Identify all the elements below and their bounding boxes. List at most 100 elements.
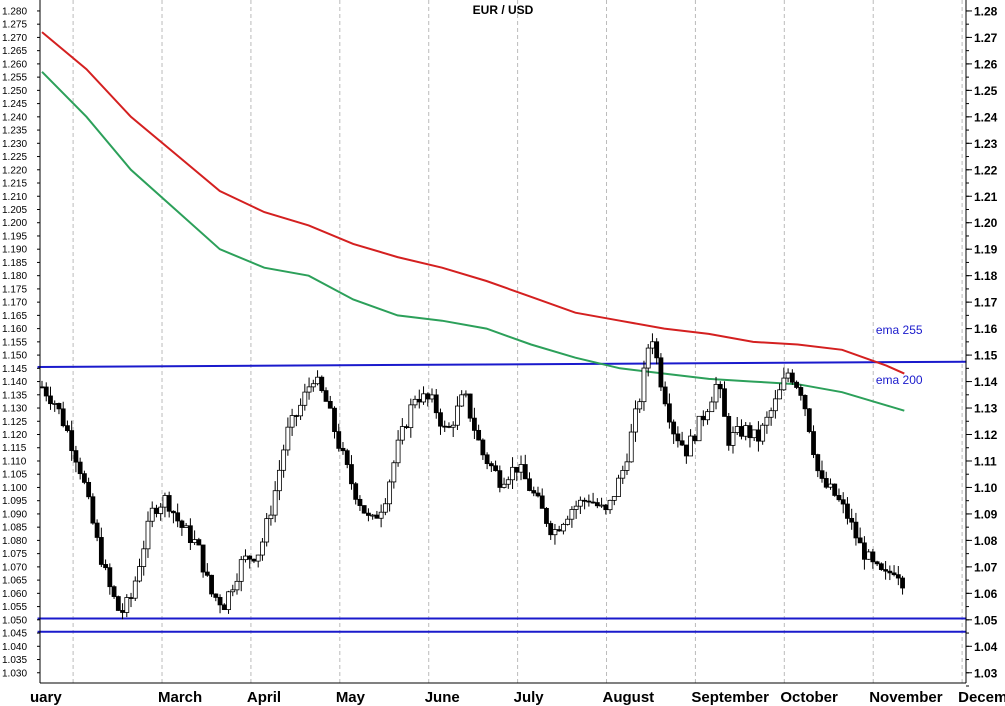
candle-body <box>471 417 477 431</box>
candle-body <box>357 498 363 506</box>
candle-body <box>531 490 537 494</box>
candle <box>399 418 405 445</box>
candle-body <box>895 574 901 579</box>
right-tick-label-1: 1.27 <box>974 31 998 45</box>
candle <box>878 562 884 571</box>
candle-body <box>48 395 53 405</box>
ema-label-1: ema 200 <box>876 373 923 387</box>
left-tick-label-41: 1.075 <box>2 549 27 560</box>
candle <box>709 396 715 413</box>
right-tick-label-21: 1.07 <box>974 560 998 574</box>
candle <box>772 390 778 419</box>
candle <box>764 411 770 434</box>
candle-body <box>857 537 863 544</box>
right-tick-label-25: 1.03 <box>974 666 998 680</box>
candle <box>645 344 651 377</box>
left-tick-label-23: 1.165 <box>2 311 27 322</box>
candle <box>289 408 295 436</box>
left-tick-label-42: 1.070 <box>2 562 27 573</box>
candle <box>501 477 507 489</box>
left-tick-label-6: 1.250 <box>2 86 27 97</box>
candle <box>200 544 206 578</box>
month-label-10: December <box>958 689 1005 706</box>
candle-body <box>94 522 100 538</box>
candle <box>845 497 850 525</box>
candle <box>493 460 498 472</box>
right-tick-label-17: 1.11 <box>974 454 997 468</box>
candle-body <box>196 539 202 546</box>
candle-body <box>467 393 473 419</box>
candle <box>794 380 799 390</box>
candle-body <box>344 450 350 465</box>
candle-body <box>450 424 456 428</box>
candle-body <box>849 517 855 523</box>
candle-body <box>878 563 884 570</box>
horizontal-line-0 <box>37 360 967 369</box>
candle <box>531 486 537 497</box>
candle <box>60 401 66 428</box>
left-tick-label-46: 1.050 <box>2 615 27 626</box>
candle <box>544 507 549 527</box>
candle <box>480 438 486 460</box>
candle-body <box>671 421 677 435</box>
candle-body <box>310 383 316 388</box>
left-tick-label-30: 1.130 <box>2 404 27 415</box>
candle-body <box>743 425 749 437</box>
candle <box>247 555 253 569</box>
right-tick-label-11: 1.17 <box>974 296 998 310</box>
candle-body <box>260 541 265 556</box>
candle-body <box>527 478 532 491</box>
candle <box>760 423 766 445</box>
candle-body <box>382 503 388 513</box>
candle <box>272 481 278 523</box>
month-label-8: October <box>780 689 838 706</box>
candle-body <box>654 341 660 359</box>
candle <box>510 457 515 490</box>
candle <box>679 431 685 447</box>
candle <box>641 360 647 411</box>
candle-body <box>238 559 244 582</box>
candle <box>768 407 774 426</box>
candle <box>132 576 138 601</box>
candle-body <box>162 495 168 508</box>
candle-body <box>56 403 62 410</box>
candle-body <box>204 571 210 576</box>
candle-body <box>200 544 206 573</box>
candle <box>552 523 558 545</box>
candle <box>628 423 634 463</box>
candle-body <box>870 551 876 563</box>
left-tick-label-22: 1.170 <box>2 298 27 309</box>
candle <box>281 444 287 478</box>
left-tick-label-44: 1.060 <box>2 589 27 600</box>
candle-body <box>679 440 685 446</box>
candle <box>730 426 736 454</box>
right-tick-label-16: 1.12 <box>974 428 998 442</box>
candle <box>137 558 142 583</box>
candle-body <box>429 394 435 400</box>
candle-body <box>751 429 757 439</box>
candle-body <box>98 537 104 565</box>
candle-body <box>887 570 893 574</box>
right-tick-label-9: 1.19 <box>974 243 998 257</box>
candle <box>260 538 265 561</box>
candle-body <box>874 561 880 565</box>
candle-body <box>65 425 70 432</box>
left-tick-label-9: 1.235 <box>2 126 27 137</box>
candle <box>103 559 108 571</box>
candle-body <box>158 506 164 514</box>
candle <box>124 594 130 618</box>
candle <box>145 511 151 558</box>
candle-body <box>183 525 189 528</box>
candle <box>357 495 363 511</box>
candle-body <box>823 478 829 488</box>
candle-body <box>650 341 655 349</box>
candle-body <box>828 483 833 488</box>
left-tick-label-32: 1.120 <box>2 430 27 441</box>
candle-body <box>221 604 227 611</box>
candle-body <box>298 404 303 417</box>
candle <box>522 454 528 480</box>
candle-body <box>438 412 443 427</box>
candle <box>577 496 583 515</box>
candle-body <box>463 393 469 396</box>
candle-body <box>302 391 308 406</box>
